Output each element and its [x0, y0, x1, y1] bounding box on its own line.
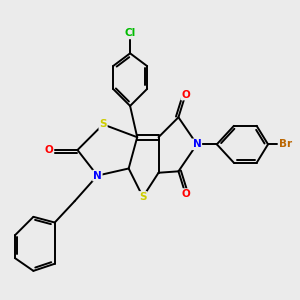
Text: O: O	[45, 145, 53, 155]
Text: Cl: Cl	[124, 28, 136, 38]
Text: O: O	[181, 189, 190, 199]
Text: Br: Br	[278, 139, 292, 149]
Text: S: S	[99, 119, 107, 129]
Text: S: S	[139, 192, 147, 202]
Text: N: N	[193, 139, 201, 149]
Text: O: O	[181, 89, 190, 100]
Text: N: N	[93, 171, 102, 181]
